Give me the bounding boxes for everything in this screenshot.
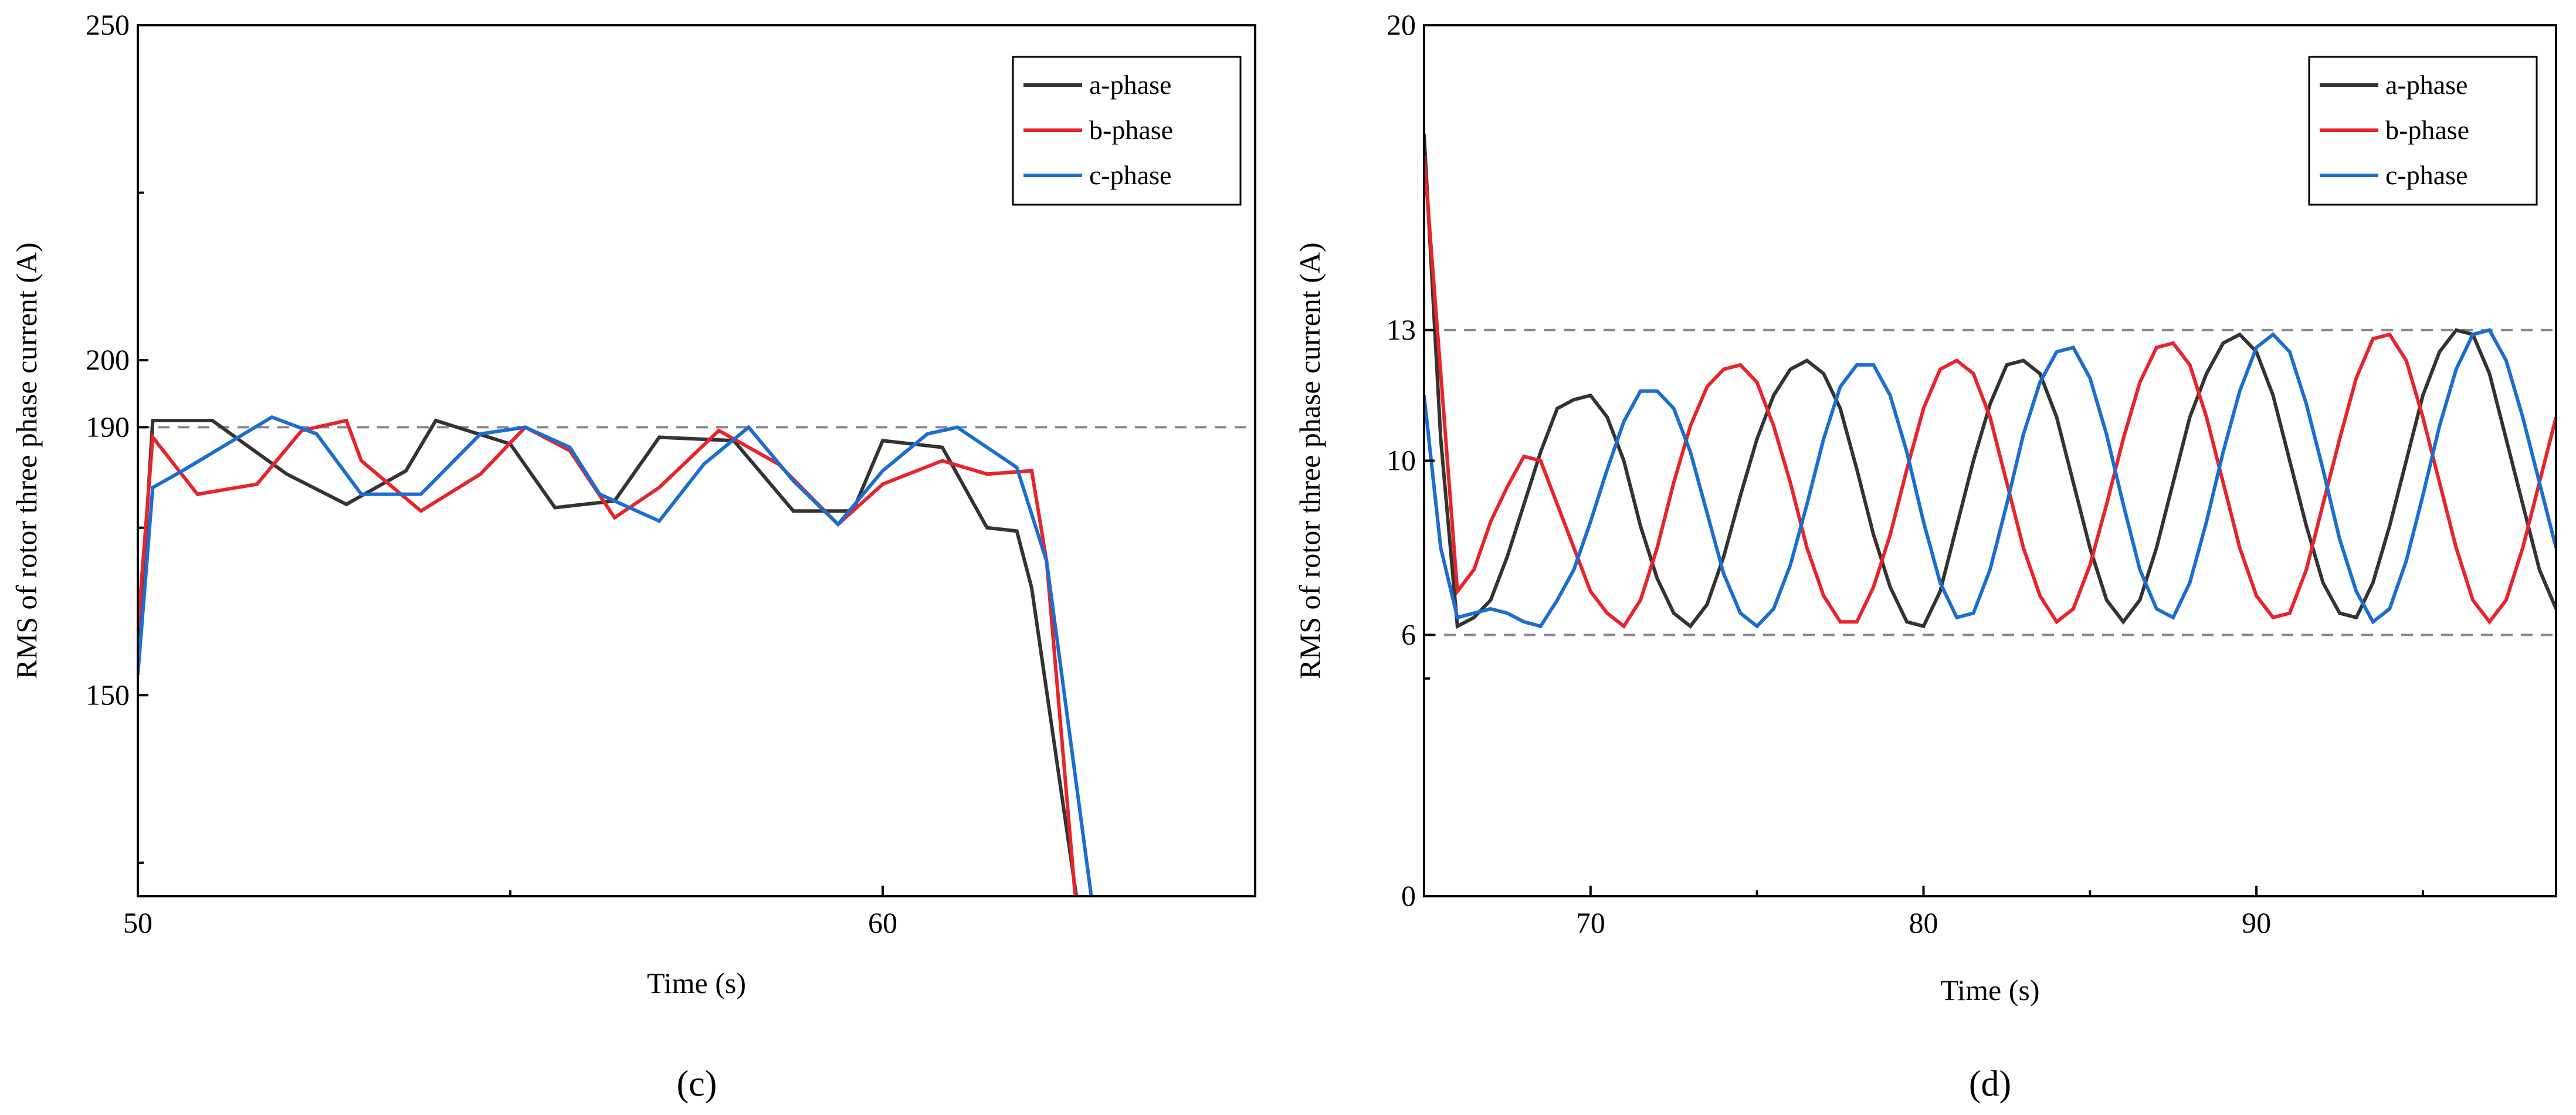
series-line-a-phase [1424,134,2556,629]
chart-panel-d: 0 6 10 13 20 70 80 90 Time (s) RMS of rotor three… [1293,8,2557,1104]
x-axis-label: Time (s) [647,967,746,999]
series-line-c-phase [138,415,1093,896]
panel-caption: (c) [677,1064,717,1104]
y-tick-label: 6 [1401,618,1416,651]
series-line-c-phase [1424,328,2556,629]
y-tick-label: 190 [86,410,130,443]
y-tick-label: 10 [1387,444,1416,477]
x-tick-label: 60 [868,906,897,939]
y-tick-label: 250 [86,8,130,41]
legend: a-phase b-phase c-phase [1012,56,1242,206]
legend-label-b-phase: b-phase [2385,115,2469,145]
y-tick-label: 150 [86,678,130,711]
series-line-b-phase [138,418,1077,896]
y-tick-label: 20 [1387,8,1416,41]
x-tick-label: 50 [123,906,152,939]
y-tick-label: 13 [1387,313,1416,346]
y-axis-label: RMS of rotor three phase current (A) [1293,242,1326,679]
legend-label-c-phase: c-phase [2385,160,2467,190]
chart-panel-c: 150 190 200 250 50 60 Time (s) RMS of rotor thr… [10,8,1256,1104]
x-tick-label: 80 [1909,906,1938,939]
y-tick-label: 0 [1401,879,1416,912]
legend-label-b-phase: b-phase [1089,115,1173,145]
plot-frame [137,24,1256,897]
legend-label-c-phase: c-phase [1089,160,1171,190]
legend-label-a-phase: a-phase [2385,70,2467,100]
panel-caption: (d) [1969,1064,2011,1104]
y-tick-label: 200 [86,343,130,376]
x-axis-label: Time (s) [1940,974,2039,1006]
series-line-b-phase [1424,155,2556,629]
x-tick-label: 90 [2242,906,2271,939]
series-line-a-phase [138,418,1079,896]
legend-label-a-phase: a-phase [1089,70,1171,100]
x-tick-label: 70 [1576,906,1605,939]
legend: a-phase b-phase c-phase [2308,56,2538,206]
y-axis-label: RMS of rotor three phase current (A) [10,242,43,679]
